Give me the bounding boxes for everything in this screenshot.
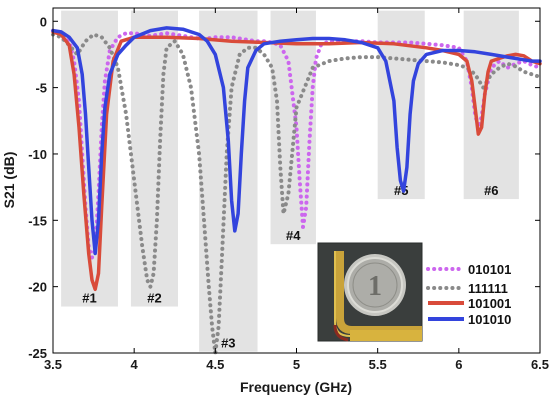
x-tick-label: 5 [293, 357, 300, 372]
band-label-layer: #1 #2#3#4#5 #6 [82, 183, 498, 351]
band-label-3: #3 [221, 336, 235, 351]
x-tick-label: 4.5 [206, 357, 224, 372]
legend-item-111111: 111111 [426, 281, 508, 296]
legend-label-101001: 101001 [468, 296, 511, 311]
legend-item-010101: 010101 [426, 262, 511, 277]
band-label-4: #4 [286, 228, 301, 243]
legend-label-111111: 111111 [468, 281, 508, 296]
x-tick-label: 4 [131, 357, 139, 372]
legend-label-010101: 010101 [468, 262, 511, 277]
band-label-2: #2 [147, 291, 161, 306]
y-tick-label: 0 [40, 14, 47, 29]
y-tick-label: -15 [28, 213, 47, 228]
y-axis-label: S21 (dB) [1, 152, 17, 209]
coin-photo-icon: 1 [317, 242, 423, 342]
x-tick-label: 6 [455, 357, 462, 372]
band-6 [463, 10, 519, 200]
coin-numeral: 1 [368, 271, 382, 302]
y-tick-label: -10 [28, 147, 47, 162]
band-layer [61, 10, 519, 352]
band-label-1: #1 [82, 291, 96, 306]
y-tick-label: -25 [28, 346, 47, 361]
x-tick-label: 3.5 [44, 357, 62, 372]
legend-item-101001: 101001 [428, 296, 511, 311]
legend-label-101010: 101010 [468, 312, 511, 327]
series-line-101001 [51, 30, 542, 292]
series-line-111111 [51, 32, 542, 355]
band-label-6: #6 [484, 183, 498, 198]
x-tick-label: 5.5 [369, 357, 387, 372]
legend-item-101010: 101010 [428, 312, 511, 327]
y-tick-label: -20 [28, 280, 47, 295]
series-line-101010 [51, 26, 542, 256]
tick-layer: 3.5 4 4.5 5 5.5 6 6.5 0 -5 -10 -15 -20 -25 [28, 8, 549, 372]
series-layer [51, 26, 542, 355]
legend: 010101 111111 101001 101010 [426, 262, 511, 327]
x-tick-label: 6.5 [531, 357, 549, 372]
band-5 [377, 10, 425, 200]
y-tick-label: -5 [35, 81, 47, 96]
x-axis-label: Frequency (GHz) [240, 379, 352, 395]
